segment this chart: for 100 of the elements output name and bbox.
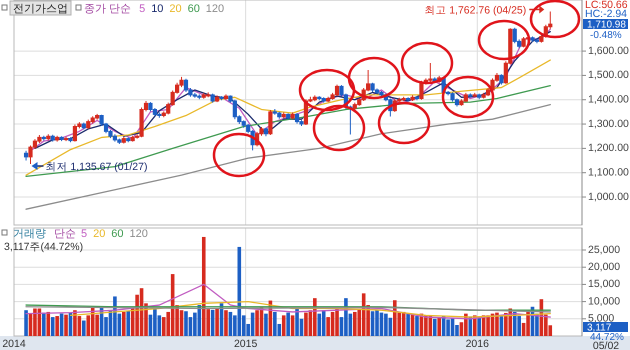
candlestick xyxy=(370,82,375,92)
bar xyxy=(60,314,64,336)
text: 20 xyxy=(169,3,182,15)
text: 5 xyxy=(81,228,88,240)
candlestick xyxy=(530,36,535,42)
bar xyxy=(406,314,410,336)
bar xyxy=(184,311,188,336)
bar xyxy=(224,310,228,336)
bar xyxy=(437,317,442,336)
bar xyxy=(24,310,28,336)
bar xyxy=(82,320,86,336)
candlestick xyxy=(312,94,317,102)
text: 120 xyxy=(130,228,148,240)
candlestick xyxy=(210,93,215,104)
bar xyxy=(64,314,68,336)
bar xyxy=(290,315,294,336)
candlestick xyxy=(219,96,224,101)
bar xyxy=(286,312,290,336)
bar xyxy=(264,314,268,336)
text: 20 xyxy=(93,228,106,240)
y-tick-label: 1,200.00 xyxy=(588,142,630,154)
y-tick-label: 1,100.00 xyxy=(588,166,630,178)
bar xyxy=(228,312,232,336)
candlestick xyxy=(68,136,73,143)
candlestick xyxy=(126,136,130,143)
bar xyxy=(304,312,308,336)
x-tick-label: 2014 xyxy=(2,338,26,350)
text: 1,710.98 xyxy=(587,20,626,30)
candlestick xyxy=(468,92,472,98)
bar xyxy=(353,312,357,336)
candlestick xyxy=(224,94,228,100)
text: 05/02 xyxy=(592,340,620,350)
text: 5 xyxy=(139,3,146,15)
bar xyxy=(202,236,206,336)
candlestick xyxy=(406,96,410,102)
text: 10 xyxy=(151,3,164,15)
text: 3,117 xyxy=(587,322,612,334)
x-tick-label: 2015 xyxy=(234,338,258,350)
candlestick xyxy=(24,150,28,162)
bar xyxy=(215,308,219,336)
bar xyxy=(250,312,254,336)
bar xyxy=(317,314,322,336)
y-tick-label: 10,000 xyxy=(588,295,620,308)
candlestick xyxy=(122,136,126,144)
bar xyxy=(220,303,224,336)
text: LC:50.66 xyxy=(585,0,628,11)
y-tick-label: 1,400.00 xyxy=(588,94,630,106)
text: -0.48% xyxy=(590,30,622,41)
text: 44.72% xyxy=(590,332,624,343)
candlestick xyxy=(482,92,486,100)
candlestick xyxy=(130,135,135,142)
bar xyxy=(500,316,504,336)
text: HC:-2.94 xyxy=(585,8,628,20)
candlestick xyxy=(157,112,162,118)
candlestick xyxy=(477,93,482,100)
bar xyxy=(46,312,50,336)
y-tick-label: 15,000 xyxy=(588,278,620,290)
candlestick xyxy=(486,88,490,97)
text: 60 xyxy=(111,228,124,240)
legend-title: 단순 xyxy=(54,228,76,240)
candlestick xyxy=(55,135,60,142)
candlestick xyxy=(290,112,295,120)
candlestick xyxy=(264,127,268,137)
candlestick xyxy=(326,96,330,103)
candlestick xyxy=(82,122,86,130)
y-tick-label: 1,500.00 xyxy=(588,69,630,82)
bar xyxy=(55,316,59,336)
y-tick-label: 1,300.00 xyxy=(588,118,630,130)
bar xyxy=(122,312,126,336)
bar xyxy=(282,315,286,336)
y-tick-label: 5,000 xyxy=(588,312,614,325)
candlestick xyxy=(464,92,468,103)
legend-title: 종가 단순 xyxy=(84,3,132,15)
y-tick-label: 25,000 xyxy=(588,244,620,256)
candlestick xyxy=(117,138,122,144)
line-series xyxy=(70,300,551,318)
candlestick xyxy=(46,134,50,141)
candlestick xyxy=(50,134,55,142)
bar xyxy=(410,314,414,336)
candlestick xyxy=(60,136,64,142)
candlestick xyxy=(197,94,202,100)
bar xyxy=(517,316,521,336)
bar xyxy=(210,310,214,336)
candlestick xyxy=(286,112,290,120)
bar xyxy=(322,310,326,336)
candlestick xyxy=(428,62,432,82)
candlestick xyxy=(42,135,46,142)
x-tick-label: 2016 xyxy=(466,338,490,350)
bar xyxy=(402,312,406,336)
annotation: 최고 1,762.76 (04/25) xyxy=(424,4,526,16)
y-tick-label: 1,600.00 xyxy=(588,44,630,57)
bar xyxy=(477,317,481,336)
y-tick-label: 1,000.00 xyxy=(588,190,630,203)
candlestick xyxy=(534,38,540,44)
bar xyxy=(432,318,437,336)
bar xyxy=(126,311,130,336)
line-series xyxy=(25,59,551,176)
bar xyxy=(273,312,277,336)
candlestick xyxy=(450,92,455,102)
bar xyxy=(42,312,46,336)
